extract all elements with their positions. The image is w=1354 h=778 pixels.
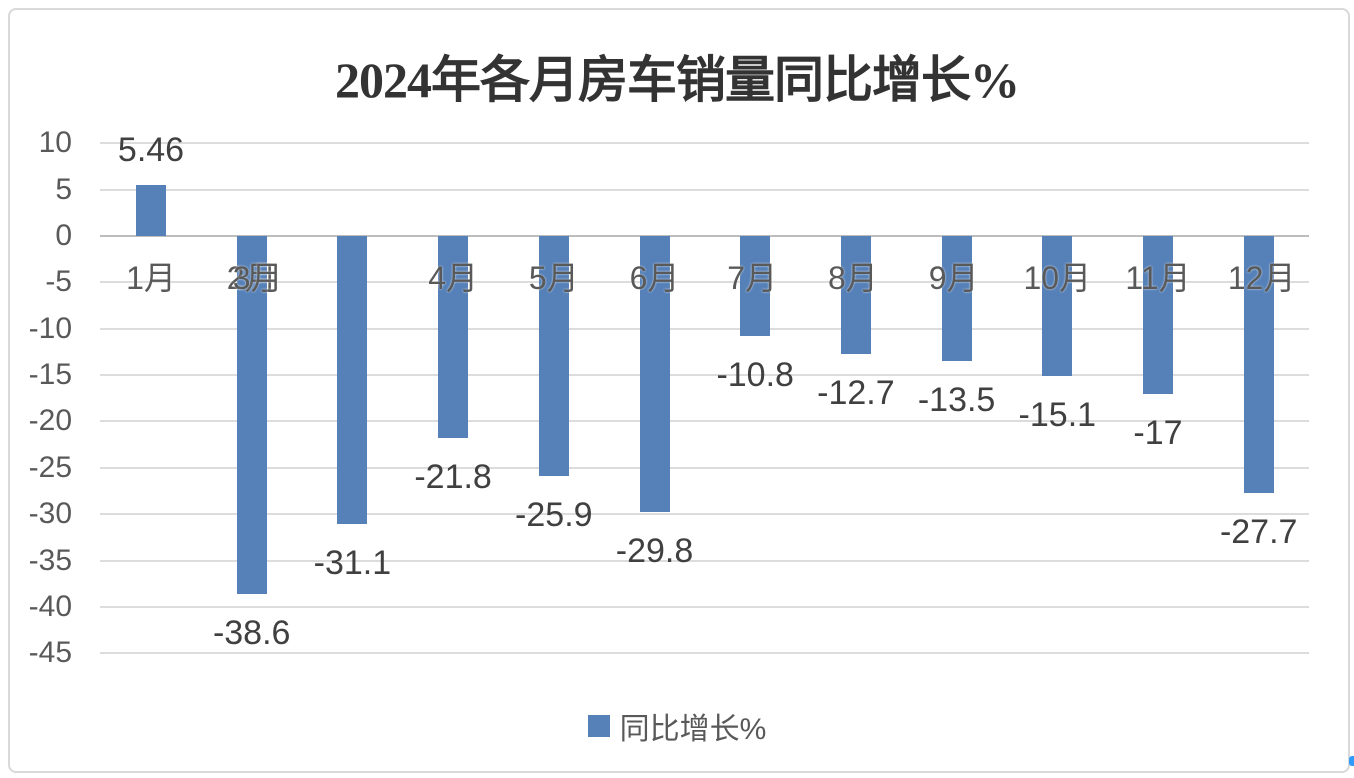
y-axis-tick-label: -10 [28,311,72,345]
zero-axis-line [100,235,1309,237]
data-label: -13.5 [917,381,996,420]
x-axis-label: 9月 [928,260,979,296]
bar [136,185,166,236]
data-label: -25.9 [515,496,593,535]
bar [639,236,670,513]
y-axis-tick-label: -35 [28,543,72,577]
gridline [100,420,1309,423]
gridline [100,466,1309,469]
x-axis-label: 7月 [727,260,778,296]
data-label: -38.6 [212,613,291,652]
chart-title: 2024年各月房车销量同比增长% [335,52,1020,108]
x-axis-label: 12月 [1227,260,1296,296]
data-label: -12.7 [817,373,895,412]
x-axis-label: 8月 [827,260,878,296]
x-axis-label: 1月 [126,260,176,296]
y-axis-tick-label: 0 [55,219,72,252]
y-axis-tick-label: -45 [28,636,72,670]
y-axis-tick-label: -25 [28,450,72,484]
x-axis-label: 2月 [226,260,277,296]
bar [337,236,368,525]
legend-label: 同比增长% [619,713,767,746]
gridline [100,188,1309,191]
bar [438,236,469,439]
data-label: -21.8 [414,458,492,497]
gridline [100,652,1309,655]
bar [1143,236,1173,394]
y-axis-tick-label: 10 [38,126,72,160]
gridline [100,559,1309,562]
data-label: -27.7 [1219,512,1298,551]
data-label: -15.1 [1018,396,1097,435]
edge-blue-mark-icon [1349,756,1354,766]
y-axis-tick-label: -30 [28,497,72,531]
data-label: -10.8 [716,356,794,395]
data-label: -29.8 [615,532,694,571]
bar [538,236,569,477]
y-axis-tick-label: -5 [45,265,72,299]
data-label: -17 [1133,413,1183,452]
y-axis-tick-label: 5 [55,172,72,206]
gridline [100,327,1309,330]
bar [840,236,871,354]
x-axis-label: 11月 [1125,260,1191,296]
data-label: 5.46 [117,131,185,170]
bar [1243,236,1274,493]
gridline [100,142,1309,145]
x-axis-label: 5月 [528,260,579,296]
x-axis-label: 10月 [1023,260,1092,296]
y-axis-tick-label: -40 [28,589,72,623]
data-label: -31.1 [313,544,392,583]
x-axis-label: 3月 [232,260,283,296]
gridline [100,281,1309,284]
gridline [100,513,1309,516]
gridline [100,605,1309,608]
bar [941,236,972,362]
y-axis-tick-label: -15 [28,358,72,392]
bar [236,236,267,594]
bar [1042,236,1073,377]
y-axis-tick-label: -20 [28,404,72,438]
x-axis-label: 6月 [629,260,680,296]
gridline [100,374,1309,377]
bar [740,236,771,337]
x-axis-label: 4月 [428,260,478,296]
legend-marker-icon [587,715,610,737]
legend: 同比增长% [0,704,1354,748]
